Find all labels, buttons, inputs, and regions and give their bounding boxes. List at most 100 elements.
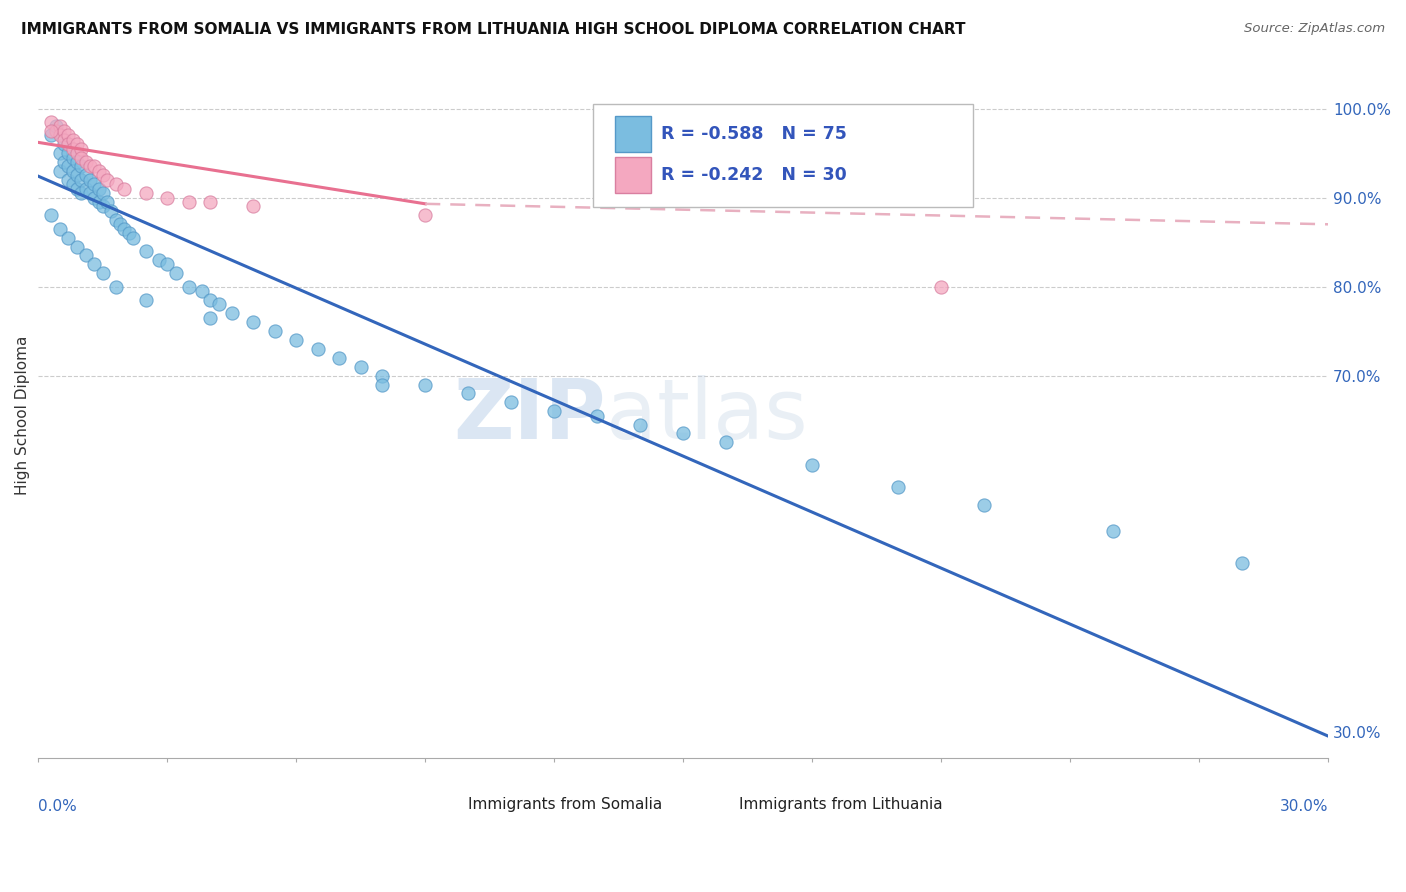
- Text: 0.0%: 0.0%: [38, 799, 77, 814]
- Point: [628, 417, 651, 432]
- Text: Immigrants from Lithuania: Immigrants from Lithuania: [738, 797, 942, 813]
- Point: [413, 377, 436, 392]
- Point: [1230, 556, 1253, 570]
- Point: [49, 120, 72, 134]
- Point: [100, 203, 122, 218]
- Point: [62, 178, 84, 192]
- Point: [716, 435, 738, 450]
- Point: [70, 173, 93, 187]
- Point: [75, 248, 97, 262]
- Point: [49, 146, 72, 161]
- Point: [156, 191, 179, 205]
- Point: [112, 182, 135, 196]
- Point: [58, 137, 80, 152]
- Point: [177, 195, 200, 210]
- Text: Immigrants from Somalia: Immigrants from Somalia: [468, 797, 662, 813]
- Point: [96, 173, 118, 187]
- Point: [672, 426, 695, 441]
- Point: [53, 155, 76, 169]
- Y-axis label: High School Diploma: High School Diploma: [15, 336, 30, 495]
- Point: [242, 199, 264, 213]
- Point: [104, 279, 127, 293]
- Point: [117, 226, 139, 240]
- Point: [66, 137, 89, 152]
- Point: [44, 124, 66, 138]
- Point: [70, 142, 93, 156]
- FancyBboxPatch shape: [614, 116, 651, 152]
- Point: [200, 195, 222, 210]
- Point: [501, 395, 523, 409]
- Point: [285, 333, 308, 347]
- Point: [148, 252, 170, 267]
- Point: [91, 266, 114, 280]
- Point: [58, 160, 80, 174]
- Point: [66, 239, 89, 253]
- Point: [413, 208, 436, 222]
- Point: [104, 178, 127, 192]
- Point: [221, 306, 243, 320]
- Point: [801, 458, 824, 472]
- Point: [91, 186, 114, 201]
- Point: [83, 257, 105, 271]
- Point: [44, 120, 66, 134]
- Point: [83, 178, 105, 192]
- Point: [70, 186, 93, 201]
- Text: IMMIGRANTS FROM SOMALIA VS IMMIGRANTS FROM LITHUANIA HIGH SCHOOL DIPLOMA CORRELA: IMMIGRANTS FROM SOMALIA VS IMMIGRANTS FR…: [21, 22, 966, 37]
- Point: [49, 164, 72, 178]
- Point: [87, 182, 110, 196]
- Point: [53, 137, 76, 152]
- Point: [58, 230, 80, 244]
- Point: [371, 377, 394, 392]
- Point: [156, 257, 179, 271]
- Point: [177, 279, 200, 293]
- Point: [200, 310, 222, 325]
- Point: [58, 146, 80, 161]
- Point: [79, 173, 101, 187]
- Text: R = -0.588   N = 75: R = -0.588 N = 75: [661, 125, 848, 143]
- Point: [39, 115, 62, 129]
- Text: R = -0.242   N = 30: R = -0.242 N = 30: [661, 166, 846, 184]
- Point: [75, 169, 97, 183]
- Point: [307, 342, 329, 356]
- Text: atlas: atlas: [606, 376, 807, 456]
- Point: [887, 480, 910, 494]
- Point: [70, 151, 93, 165]
- Point: [96, 195, 118, 210]
- Point: [53, 133, 76, 147]
- Point: [62, 164, 84, 178]
- Point: [91, 169, 114, 183]
- FancyBboxPatch shape: [614, 157, 651, 193]
- Text: 30.0%: 30.0%: [1279, 799, 1329, 814]
- Point: [66, 146, 89, 161]
- Point: [108, 217, 131, 231]
- Point: [66, 169, 89, 183]
- Point: [53, 124, 76, 138]
- Point: [75, 182, 97, 196]
- Point: [165, 266, 187, 280]
- Point: [190, 284, 212, 298]
- Point: [929, 279, 952, 293]
- Point: [543, 404, 565, 418]
- Point: [112, 221, 135, 235]
- FancyBboxPatch shape: [432, 792, 460, 818]
- Point: [39, 124, 62, 138]
- Point: [135, 293, 157, 307]
- Point: [62, 133, 84, 147]
- Point: [75, 155, 97, 169]
- Point: [39, 128, 62, 143]
- FancyBboxPatch shape: [703, 792, 731, 818]
- Point: [104, 212, 127, 227]
- Point: [350, 359, 373, 374]
- Point: [66, 182, 89, 196]
- Point: [973, 498, 995, 512]
- Point: [58, 128, 80, 143]
- Point: [135, 244, 157, 258]
- Text: ZIP: ZIP: [453, 376, 606, 456]
- Point: [49, 128, 72, 143]
- Point: [263, 324, 285, 338]
- Point: [242, 315, 264, 329]
- Point: [586, 409, 609, 423]
- Point: [83, 191, 105, 205]
- FancyBboxPatch shape: [593, 103, 973, 207]
- Point: [328, 351, 350, 365]
